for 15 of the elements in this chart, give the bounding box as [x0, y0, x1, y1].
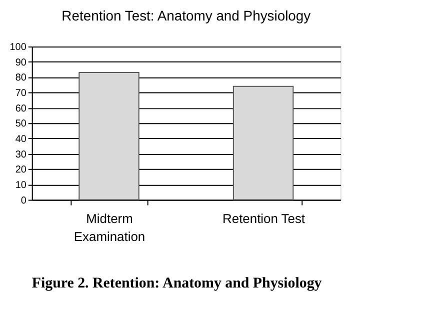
y-tick-label: 20	[15, 164, 27, 176]
x-tick-label: Retention Test	[222, 211, 306, 226]
y-tick-label: 80	[15, 72, 27, 84]
caption: Figure 2. Retention: Anatomy and Physiology	[32, 275, 322, 292]
y-tick-label: 40	[15, 134, 27, 145]
y-tick-label: 90	[15, 57, 27, 68]
y-tick-label: 10	[15, 180, 27, 191]
y-tick-label: 70	[15, 88, 27, 99]
chart-title: Retention Test: Anatomy and Physiology	[62, 8, 311, 24]
y-tick-label: 50	[15, 118, 27, 130]
y-tick-label: 60	[15, 103, 27, 114]
y-tick-label: 0	[20, 195, 27, 206]
y-tick-label: 100	[10, 42, 27, 53]
y-tick-label: 30	[15, 149, 27, 160]
x-tick-label: Midterm Examination	[74, 211, 146, 244]
